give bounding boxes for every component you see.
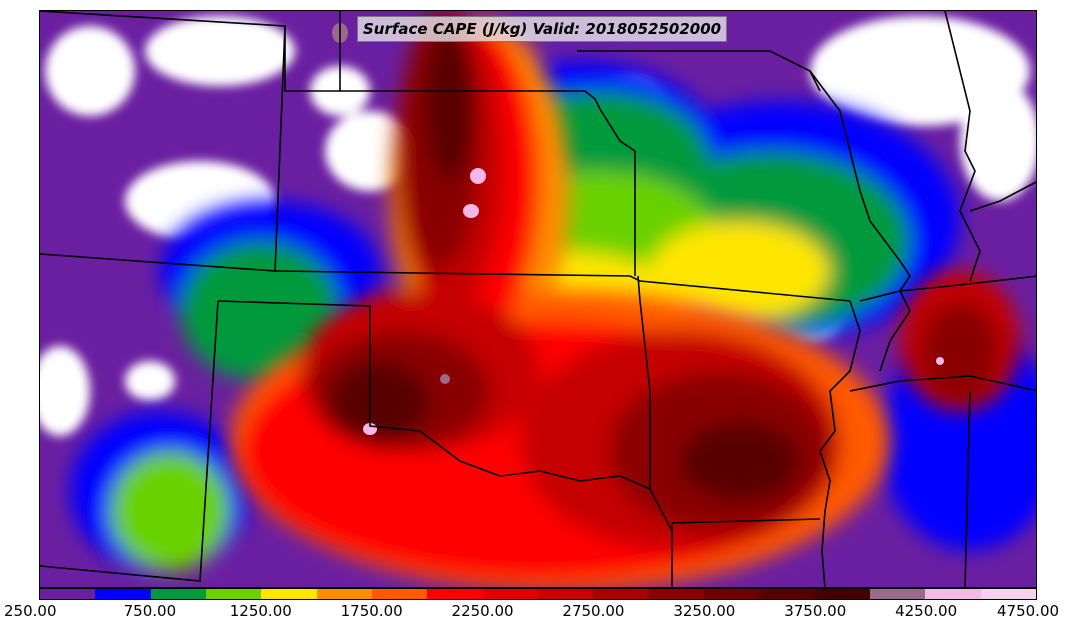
colorbar-segment [150,589,206,599]
colorbar-segment [980,589,1036,599]
colorbar-tick-label: 3750.00 [784,602,847,620]
colorbar-segment [925,589,981,599]
colorbar-segment [759,589,815,599]
colorbar-segment [869,589,926,599]
colorbar-tick-label: 2250.00 [451,602,514,620]
colorbar-tick-label: 750.00 [123,602,177,620]
colorbar-tick-label: 1250.00 [229,602,292,620]
colorbar-segment [427,589,483,599]
cape-field-map [40,11,1036,587]
colorbar-segment [648,589,704,599]
cape-colorbar [39,588,1037,600]
colorbar-tick-label: 1750.00 [340,602,403,620]
colorbar-segment [371,589,428,599]
colorbar-segment [95,589,151,599]
state-boundaries [40,11,1036,587]
colorbar-segment [537,589,594,599]
colorbar-tick-label: 250.00 [4,602,57,620]
cape-extreme-spots [332,23,944,435]
colorbar-segment [593,589,649,599]
cape-high-fields [230,11,1020,587]
colorbar-segment [703,589,760,599]
colorbar-tick-label: 4250.00 [895,602,958,620]
colorbar-tick-label: 4750.00 [997,602,1060,620]
colorbar-tick-labels: 250.00 750.00 1250.00 1750.00 2250.00 2750.00… [0,600,1081,628]
colorbar-tick-label: 2750.00 [562,602,625,620]
colorbar-segment [316,589,372,599]
colorbar-tick-label: 3250.00 [673,602,736,620]
map-title: Surface CAPE (J/kg) Valid: 2018052502000 [357,16,728,42]
map-panel [39,10,1037,588]
colorbar-segment [205,589,262,599]
colorbar-segment [40,589,96,599]
colorbar-segment [482,589,538,599]
colorbar-segment [814,589,870,599]
colorbar-segment [261,589,317,599]
